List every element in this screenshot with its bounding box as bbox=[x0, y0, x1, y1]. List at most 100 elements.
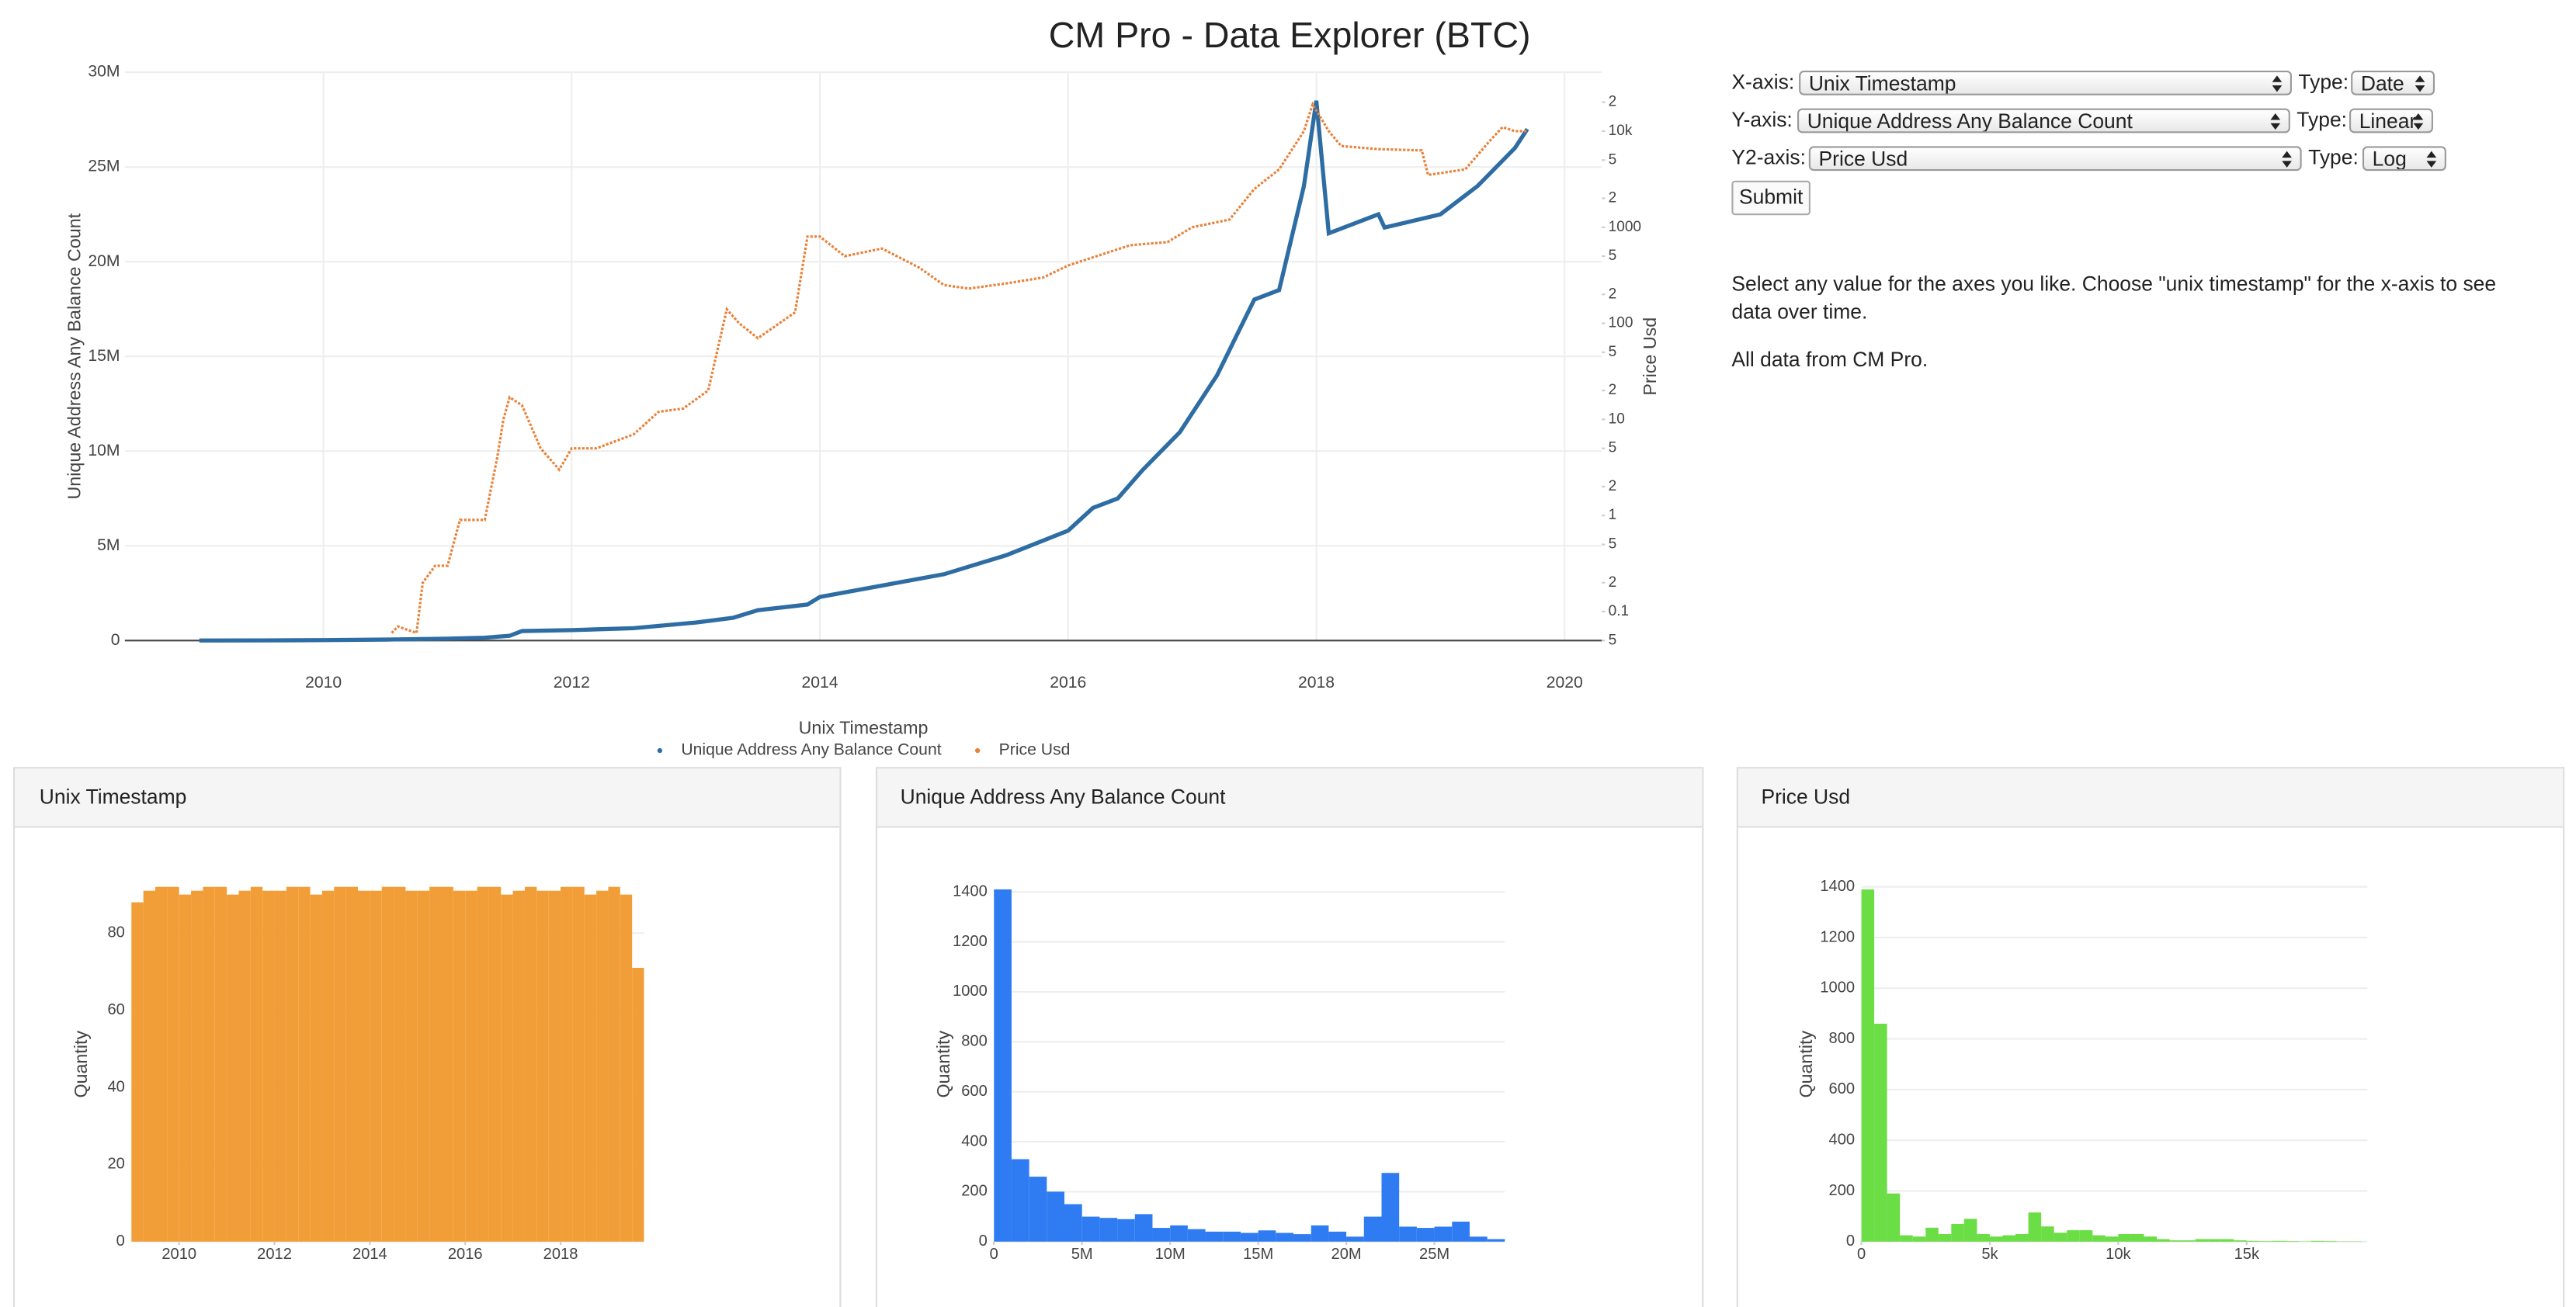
bar bbox=[310, 894, 322, 1242]
y2-tick-label: 2 bbox=[1609, 478, 1617, 494]
bar bbox=[1081, 1216, 1100, 1242]
bar bbox=[1152, 1228, 1171, 1242]
bar bbox=[453, 890, 466, 1242]
x-tick-label: 10k bbox=[2106, 1246, 2131, 1263]
bar bbox=[2028, 1212, 2042, 1242]
bar bbox=[2118, 1233, 2131, 1242]
bar bbox=[1381, 1173, 1400, 1242]
y-tick-label: 1200 bbox=[1820, 928, 1855, 945]
bar bbox=[1416, 1228, 1435, 1242]
x-tick-label: 0 bbox=[990, 1246, 998, 1263]
bar bbox=[370, 890, 382, 1242]
y2-tick-label: 10 bbox=[1609, 411, 1625, 427]
bar bbox=[2272, 1240, 2286, 1242]
bar bbox=[1887, 1193, 1901, 1242]
bar bbox=[524, 886, 537, 1242]
bar bbox=[1170, 1225, 1188, 1242]
bar bbox=[429, 886, 442, 1242]
y2-tick-label: 100 bbox=[1609, 315, 1633, 331]
legend-marker bbox=[657, 747, 663, 754]
y-tick-label: 200 bbox=[961, 1183, 988, 1200]
bar bbox=[1258, 1230, 1276, 1242]
x-type-select[interactable]: Date bbox=[2351, 70, 2435, 95]
bar bbox=[488, 886, 502, 1242]
x-tick-label: 10M bbox=[1155, 1246, 1186, 1263]
bar bbox=[1011, 1159, 1029, 1242]
y2-tick-label: 0.1 bbox=[1609, 603, 1629, 619]
bar bbox=[321, 890, 335, 1242]
y-tick-label: 5M bbox=[97, 536, 120, 554]
bar bbox=[2169, 1240, 2183, 1242]
bar bbox=[334, 886, 346, 1242]
bar bbox=[441, 886, 453, 1242]
bar bbox=[512, 890, 525, 1242]
bar bbox=[1134, 1214, 1153, 1242]
select-value: Unique Address Any Balance Count bbox=[1807, 109, 2133, 133]
bar bbox=[1989, 1236, 2003, 1242]
y-tick-label: 400 bbox=[961, 1132, 988, 1149]
bar bbox=[1346, 1236, 1364, 1242]
y-axis-label: Y-axis: bbox=[1731, 108, 1793, 132]
panel-header bbox=[877, 768, 1703, 827]
y-tick-label: 30M bbox=[88, 63, 120, 81]
y-tick-label: 400 bbox=[1829, 1131, 1856, 1148]
bar bbox=[381, 886, 394, 1242]
y-tick-label: 0 bbox=[1846, 1232, 1855, 1250]
bar bbox=[286, 886, 299, 1242]
x-tick-label: 2010 bbox=[161, 1246, 196, 1263]
bar bbox=[1240, 1232, 1258, 1242]
type-label: Type: bbox=[2298, 70, 2349, 94]
y-tick-label: 800 bbox=[961, 1033, 988, 1050]
bar bbox=[1861, 889, 1875, 1242]
bar bbox=[1951, 1223, 1964, 1242]
y-tick-label: 0 bbox=[116, 1232, 125, 1250]
y-tick-label: 60 bbox=[107, 1001, 124, 1018]
bar bbox=[203, 886, 215, 1242]
y2-tick-label: 2 bbox=[1609, 190, 1617, 206]
y2-tick-label: 2 bbox=[1609, 574, 1617, 591]
x-axis-select[interactable]: Unix Timestamp bbox=[1799, 70, 2292, 95]
bar bbox=[1963, 1219, 1977, 1242]
x-tick-label: 15k bbox=[2234, 1246, 2260, 1263]
y2-type-select[interactable]: Log bbox=[2362, 146, 2446, 172]
y-type-select[interactable]: Linear bbox=[2349, 108, 2433, 133]
bar bbox=[345, 886, 359, 1242]
bar bbox=[632, 968, 644, 1242]
y2-tick-label: 10k bbox=[1609, 123, 1633, 139]
bar bbox=[501, 894, 513, 1242]
bar bbox=[2157, 1239, 2170, 1242]
legend-marker bbox=[974, 747, 981, 754]
bar bbox=[536, 890, 549, 1242]
type-label: Type: bbox=[2308, 146, 2359, 169]
bar bbox=[1047, 1191, 1065, 1242]
bar bbox=[1328, 1231, 1347, 1242]
bar bbox=[1205, 1231, 1224, 1242]
bar bbox=[2246, 1240, 2260, 1242]
y2-tick-label: 5 bbox=[1609, 440, 1617, 456]
y2-tick-label: 5 bbox=[1609, 151, 1617, 168]
bar bbox=[994, 889, 1012, 1242]
bar bbox=[250, 886, 263, 1242]
bar bbox=[2285, 1241, 2298, 1242]
y2-tick-label: 5 bbox=[1609, 632, 1617, 648]
bar bbox=[1977, 1233, 1990, 1242]
y-tick-label: 40 bbox=[107, 1078, 124, 1095]
y2-axis-select[interactable]: Price Usd bbox=[1808, 146, 2302, 172]
bar bbox=[394, 886, 406, 1242]
submit-button[interactable]: Submit bbox=[1731, 180, 1810, 216]
x-tick-label: 0 bbox=[1857, 1246, 1866, 1263]
y-axis-select[interactable]: Unique Address Any Balance Count bbox=[1797, 108, 2290, 133]
bar bbox=[2208, 1239, 2221, 1242]
y-tick-label: 1000 bbox=[953, 983, 988, 1000]
y-tick-label: 200 bbox=[1829, 1182, 1856, 1199]
x-tick-label: 2014 bbox=[352, 1246, 387, 1263]
bar bbox=[1117, 1219, 1135, 1242]
bar bbox=[2130, 1233, 2144, 1242]
description: All data from CM Pro. bbox=[1731, 348, 1929, 372]
y-tick-label: 1200 bbox=[953, 933, 988, 950]
bar bbox=[1912, 1236, 1926, 1242]
select-value: Log bbox=[2372, 147, 2407, 172]
